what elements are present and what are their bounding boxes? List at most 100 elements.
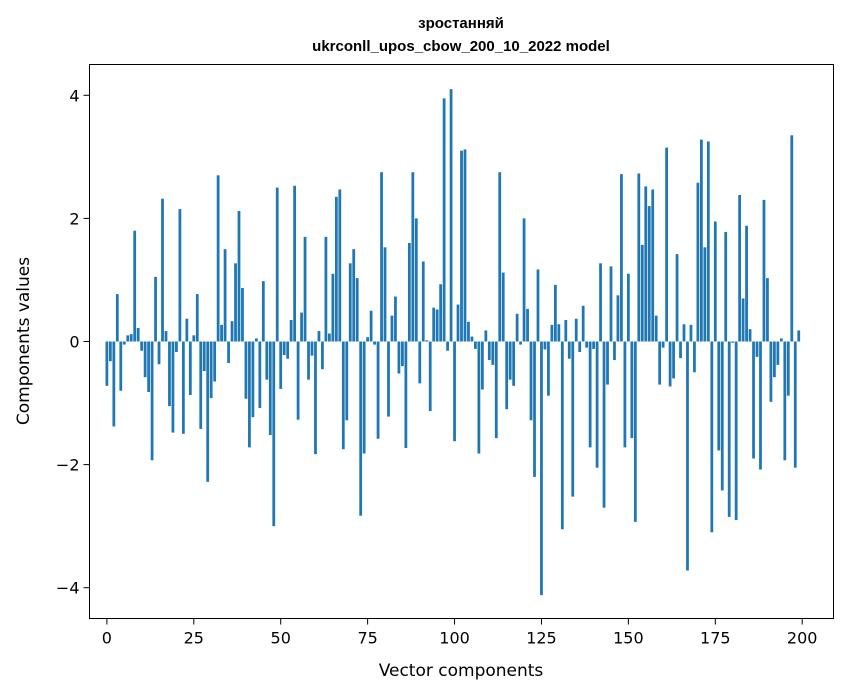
bar-17 [164, 331, 168, 342]
bar-165 [679, 341, 682, 359]
bar-2 [112, 341, 116, 427]
bar-142 [599, 263, 602, 342]
bar-148 [620, 174, 623, 342]
bar-64 [328, 333, 331, 342]
bar-163 [672, 341, 675, 379]
bar-10 [140, 341, 144, 351]
bar-191 [769, 341, 773, 402]
bar-128 [550, 324, 554, 342]
bar-103 [463, 149, 467, 342]
x-axis-ticks: 0 25 50 75 100 125 150 175 200 [102, 618, 817, 648]
chart-subtitle: ukrconll_upos_cbow_200_10_2022 model [312, 38, 610, 55]
bar-190 [766, 278, 769, 342]
bar-137 [581, 305, 585, 342]
bar-118 [515, 313, 519, 342]
bar-14 [154, 276, 157, 342]
bar-80 [383, 247, 387, 342]
y-tick-label: 2 [69, 209, 79, 228]
bar-81 [387, 341, 390, 417]
bar-82 [390, 315, 394, 342]
bar-175 [713, 221, 717, 342]
bar-59 [310, 341, 314, 356]
bar-174 [710, 341, 714, 533]
bar-196 [786, 341, 790, 396]
bar-21 [178, 209, 182, 342]
bar-11 [143, 341, 147, 378]
bar-170 [696, 182, 700, 342]
bar-139 [588, 341, 592, 448]
bar-90 [418, 341, 422, 384]
bar-44 [258, 341, 262, 408]
bar-40 [244, 341, 248, 399]
bar-144 [606, 341, 609, 385]
bar-31 [213, 341, 217, 382]
bar-89 [414, 218, 418, 342]
bar-52 [286, 341, 290, 359]
bar-0 [105, 341, 109, 386]
bar-131 [560, 341, 564, 530]
bar-151 [630, 341, 634, 439]
bar-152 [633, 341, 637, 522]
bar-185 [748, 329, 752, 342]
bar-145 [609, 266, 613, 342]
bar-112 [494, 341, 498, 439]
bar-194 [779, 338, 783, 342]
bar-83 [394, 296, 397, 342]
bar-115 [505, 341, 509, 410]
bar-28 [202, 341, 206, 372]
bar-162 [668, 341, 672, 387]
bar-95 [435, 309, 439, 342]
bar-33 [220, 324, 223, 342]
bar-188 [759, 341, 762, 470]
bar-136 [578, 341, 582, 352]
bar-71 [352, 249, 356, 342]
bar-79 [380, 172, 383, 342]
bar-8 [133, 230, 137, 342]
bar-113 [498, 172, 502, 342]
bar-125 [540, 341, 543, 596]
bar-13 [150, 341, 154, 461]
bar-119 [519, 341, 522, 345]
bar-130 [557, 324, 561, 342]
bar-105 [470, 336, 474, 342]
bar-47 [268, 341, 272, 436]
bar-123 [533, 341, 536, 477]
bar-110 [487, 341, 491, 360]
bar-26 [195, 294, 199, 342]
bar-102 [460, 150, 463, 342]
bar-106 [474, 341, 477, 349]
x-tick-label: 125 [526, 629, 557, 648]
bar-184 [745, 225, 748, 342]
bar-193 [776, 341, 780, 365]
bar-92 [425, 340, 429, 342]
bar-107 [477, 341, 481, 454]
bar-29 [206, 341, 210, 482]
bar-57 [303, 236, 307, 342]
bar-155 [644, 186, 648, 342]
bars-group [105, 89, 801, 596]
bar-54 [293, 185, 297, 342]
bar-143 [602, 341, 606, 508]
bar-171 [700, 139, 703, 342]
bar-99 [449, 89, 453, 342]
bar-76 [369, 310, 373, 342]
bar-72 [355, 278, 359, 342]
bar-27 [199, 341, 203, 429]
bar-159 [658, 341, 662, 385]
bar-16 [161, 198, 164, 342]
bar-86 [404, 341, 408, 448]
bar-24 [188, 341, 192, 396]
x-tick-label: 0 [102, 629, 112, 648]
bar-15 [157, 341, 161, 365]
bar-78 [376, 341, 380, 439]
bar-5 [122, 341, 126, 345]
bar-9 [136, 327, 140, 342]
bar-132 [564, 319, 568, 342]
bar-134 [571, 341, 575, 497]
bar-167 [686, 341, 689, 571]
bar-154 [640, 244, 644, 342]
bar-122 [529, 341, 533, 421]
x-axis-label: Vector components [379, 661, 544, 681]
bar-94 [432, 307, 436, 342]
bar-135 [574, 318, 578, 342]
